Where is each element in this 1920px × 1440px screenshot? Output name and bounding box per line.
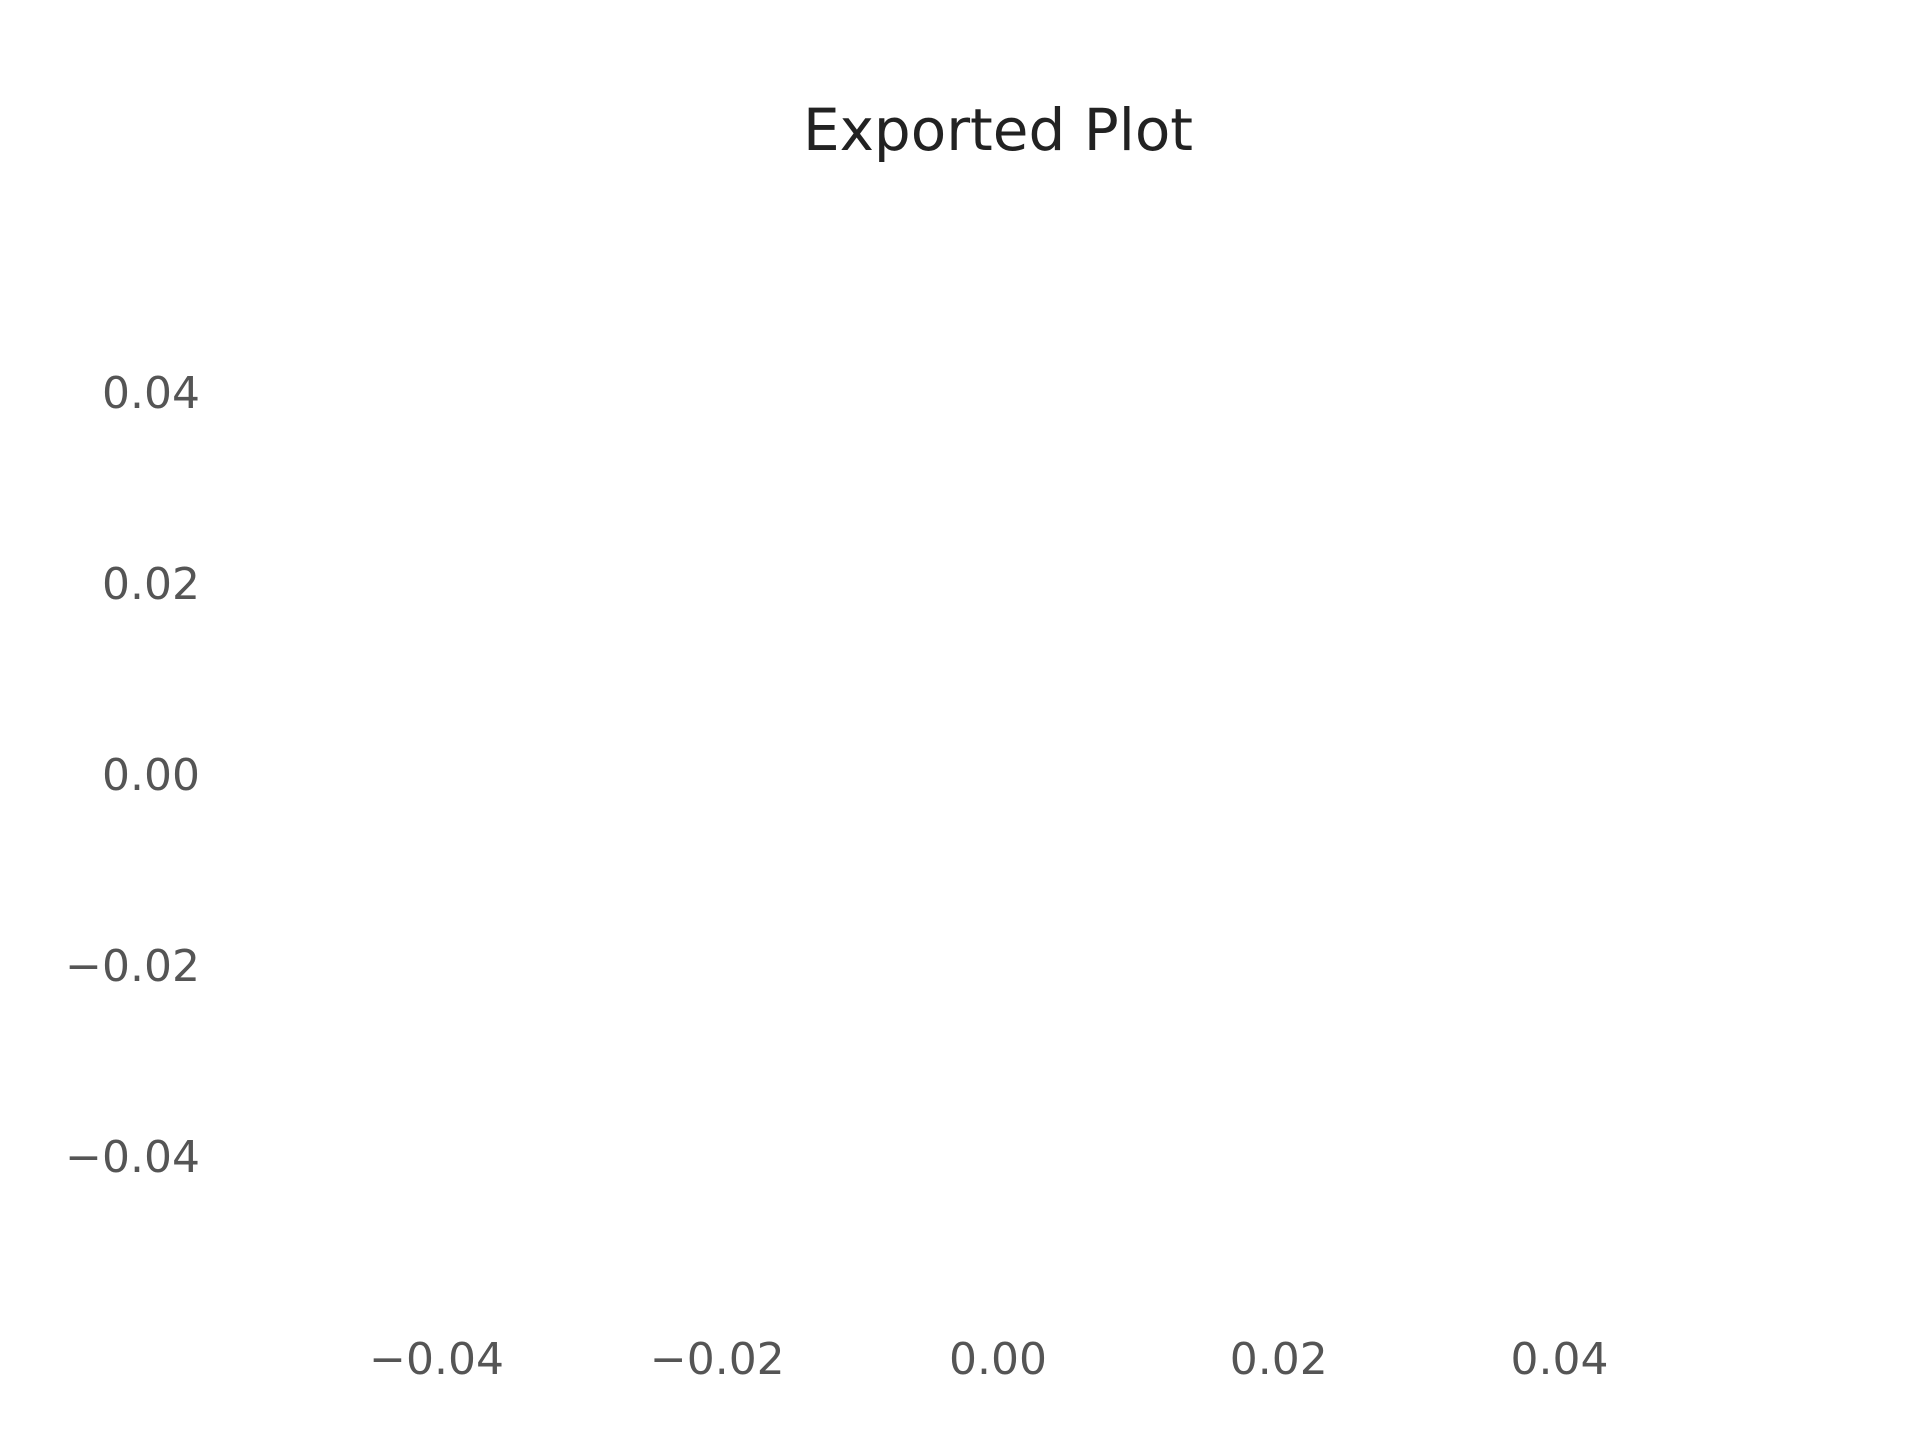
x-tick-label: 0.02 — [1230, 1334, 1328, 1385]
chart-title: Exported Plot — [803, 96, 1193, 164]
y-tick-label: −0.02 — [65, 941, 200, 992]
x-tick-label: 0.04 — [1510, 1334, 1608, 1385]
x-tick-label: −0.04 — [369, 1334, 504, 1385]
y-axis-ticks: 0.04 0.02 0.00 −0.02 −0.04 — [65, 368, 200, 1183]
x-tick-label: 0.00 — [949, 1334, 1047, 1385]
y-tick-label: 0.00 — [102, 750, 200, 801]
y-tick-label: −0.04 — [65, 1132, 200, 1183]
y-tick-label: 0.04 — [102, 368, 200, 419]
x-axis-ticks: −0.04 −0.02 0.00 0.02 0.04 — [369, 1334, 1608, 1385]
y-tick-label: 0.02 — [102, 559, 200, 610]
x-tick-label: −0.02 — [650, 1334, 785, 1385]
